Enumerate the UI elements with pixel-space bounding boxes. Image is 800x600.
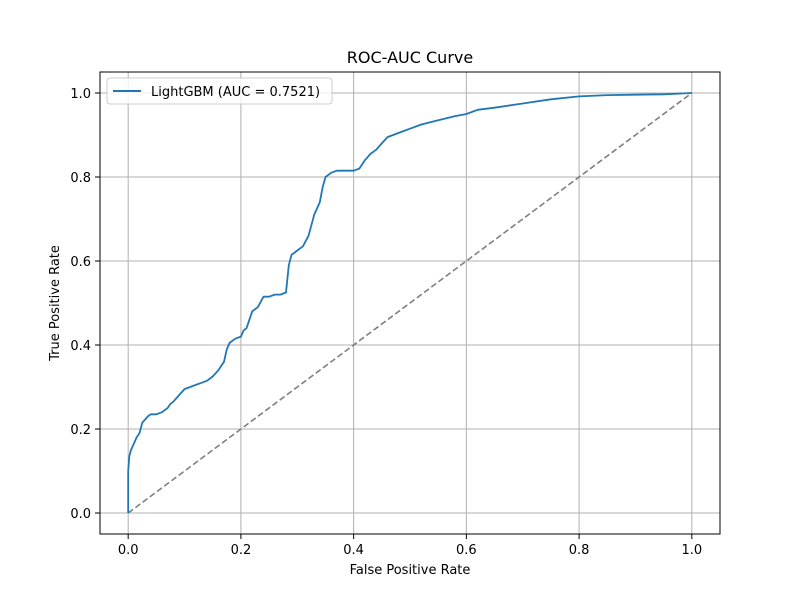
legend-label-lightgbm: LightGBM (AUC = 0.7521)	[151, 85, 320, 100]
y-axis-title: True Positive Rate	[48, 245, 63, 362]
y-tick-label: 0.8	[70, 171, 91, 186]
legend: LightGBM (AUC = 0.7521)	[106, 77, 333, 105]
ticks: 0.0 0.2 0.4 0.6 0.8 1.0 0.0 0.2 0.4 0.6 0.8 1.0	[70, 87, 702, 558]
chance-diagonal-line	[127, 92, 693, 514]
y-tick-label: 1.0	[70, 87, 91, 102]
x-tick-label: 0.8	[569, 543, 590, 558]
series-layer	[127, 92, 693, 514]
roc-curve-line	[127, 92, 692, 513]
x-tick-label: 0.0	[118, 543, 139, 558]
y-tick-label: 0.4	[70, 339, 91, 354]
x-tick-label: 0.6	[456, 543, 477, 558]
y-tick-label: 0.0	[70, 507, 91, 522]
x-tick-label: 0.4	[343, 543, 364, 558]
y-tick-label: 0.6	[70, 255, 91, 270]
x-axis-title: False Positive Rate	[350, 563, 471, 578]
chart-title: ROC-AUC Curve	[347, 48, 473, 67]
y-tick-label: 0.2	[70, 423, 91, 438]
grid	[100, 72, 720, 534]
legend-box	[106, 77, 333, 105]
x-tick-label: 1.0	[681, 543, 702, 558]
x-tick-label: 0.2	[231, 543, 252, 558]
plot-frame	[99, 71, 721, 535]
